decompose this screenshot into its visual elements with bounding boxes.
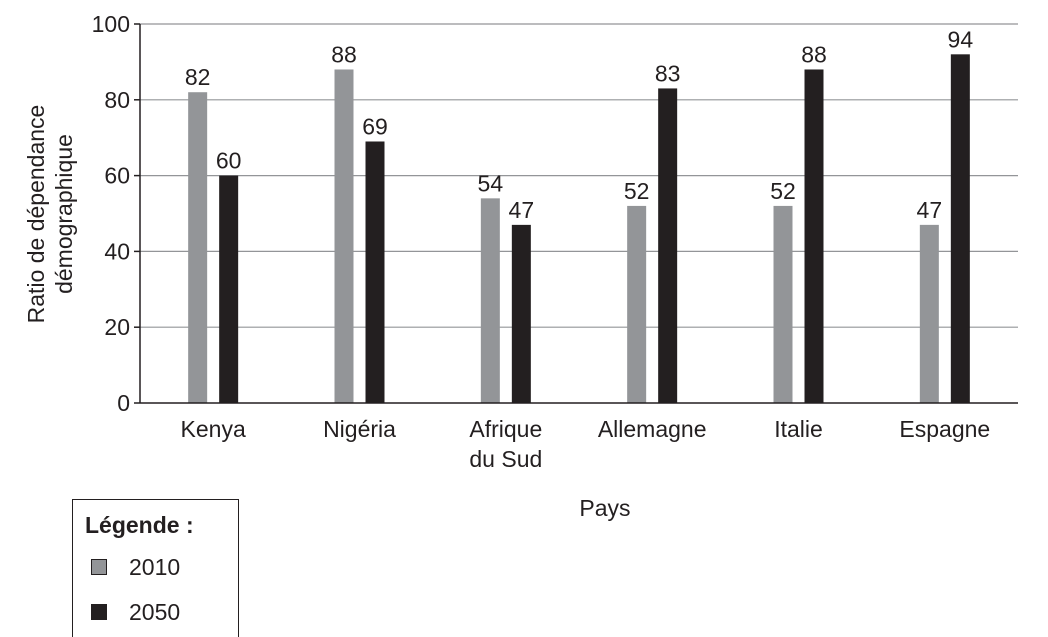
bar-2010 <box>773 205 793 403</box>
y-tick-label: 20 <box>104 314 130 340</box>
bar-2050 <box>219 175 239 403</box>
legend: Légende : 2010 2050 <box>72 499 239 637</box>
bar-2010 <box>480 198 500 403</box>
data-label-2050: 60 <box>216 148 242 174</box>
data-label-2050: 83 <box>655 60 681 86</box>
data-label-2010: 82 <box>185 64 211 90</box>
bar-2010 <box>188 92 208 403</box>
bar-2050 <box>511 224 531 403</box>
x-axis-title: Pays <box>579 495 630 521</box>
data-label-2050: 94 <box>948 26 974 52</box>
data-label-2010: 47 <box>917 197 943 223</box>
x-tick-label: Italie <box>774 416 823 442</box>
y-axis-title-line-2: démographique <box>51 134 77 294</box>
legend-label-2050: 2050 <box>129 598 181 625</box>
bar-2010 <box>627 205 647 403</box>
bar-2010 <box>919 224 939 403</box>
y-tick-label: 0 <box>117 390 130 416</box>
data-label-2050: 47 <box>509 197 535 223</box>
labels: 0204060801008260Kenya8869Nigéria5447Afri… <box>92 11 991 472</box>
legend-title: Légende : <box>85 512 194 538</box>
y-axis-title: Ratio de dépendance démographique <box>23 105 77 324</box>
x-tick-label: Afrique <box>469 416 542 442</box>
y-tick-label: 40 <box>104 238 130 264</box>
legend-swatch-2050 <box>91 604 107 620</box>
y-axis-title-line-1: Ratio de dépendance <box>23 105 49 324</box>
y-tick-label: 80 <box>104 87 130 113</box>
gridlines <box>140 23 1018 328</box>
bar-2050 <box>804 69 824 403</box>
x-tick-label: Espagne <box>899 416 990 442</box>
bars <box>188 54 970 404</box>
y-tick-label: 100 <box>92 11 130 37</box>
x-tick-label: Nigéria <box>323 416 396 442</box>
data-label-2010: 52 <box>624 178 650 204</box>
bar-2050 <box>658 88 678 404</box>
data-label-2010: 88 <box>331 41 357 67</box>
data-label-2050: 88 <box>801 41 827 67</box>
legend-item-2050: 2050 <box>91 599 180 625</box>
x-tick-label: Allemagne <box>598 416 707 442</box>
bar-2010 <box>334 69 354 403</box>
y-tick-label: 60 <box>104 163 130 189</box>
data-label-2010: 54 <box>478 170 504 196</box>
bar-2050 <box>950 54 970 403</box>
legend-swatch-2010 <box>91 559 107 575</box>
x-tick-label: Kenya <box>181 416 246 442</box>
data-label-2050: 69 <box>362 113 388 139</box>
data-label-2010: 52 <box>770 178 796 204</box>
bar-2050 <box>365 141 385 404</box>
x-tick-label: du Sud <box>469 446 542 472</box>
axes <box>134 23 1018 404</box>
legend-item-2010: 2010 <box>91 554 180 580</box>
legend-label-2010: 2010 <box>129 553 181 580</box>
